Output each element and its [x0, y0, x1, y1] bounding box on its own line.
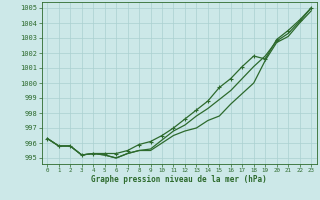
X-axis label: Graphe pression niveau de la mer (hPa): Graphe pression niveau de la mer (hPa)	[91, 175, 267, 184]
